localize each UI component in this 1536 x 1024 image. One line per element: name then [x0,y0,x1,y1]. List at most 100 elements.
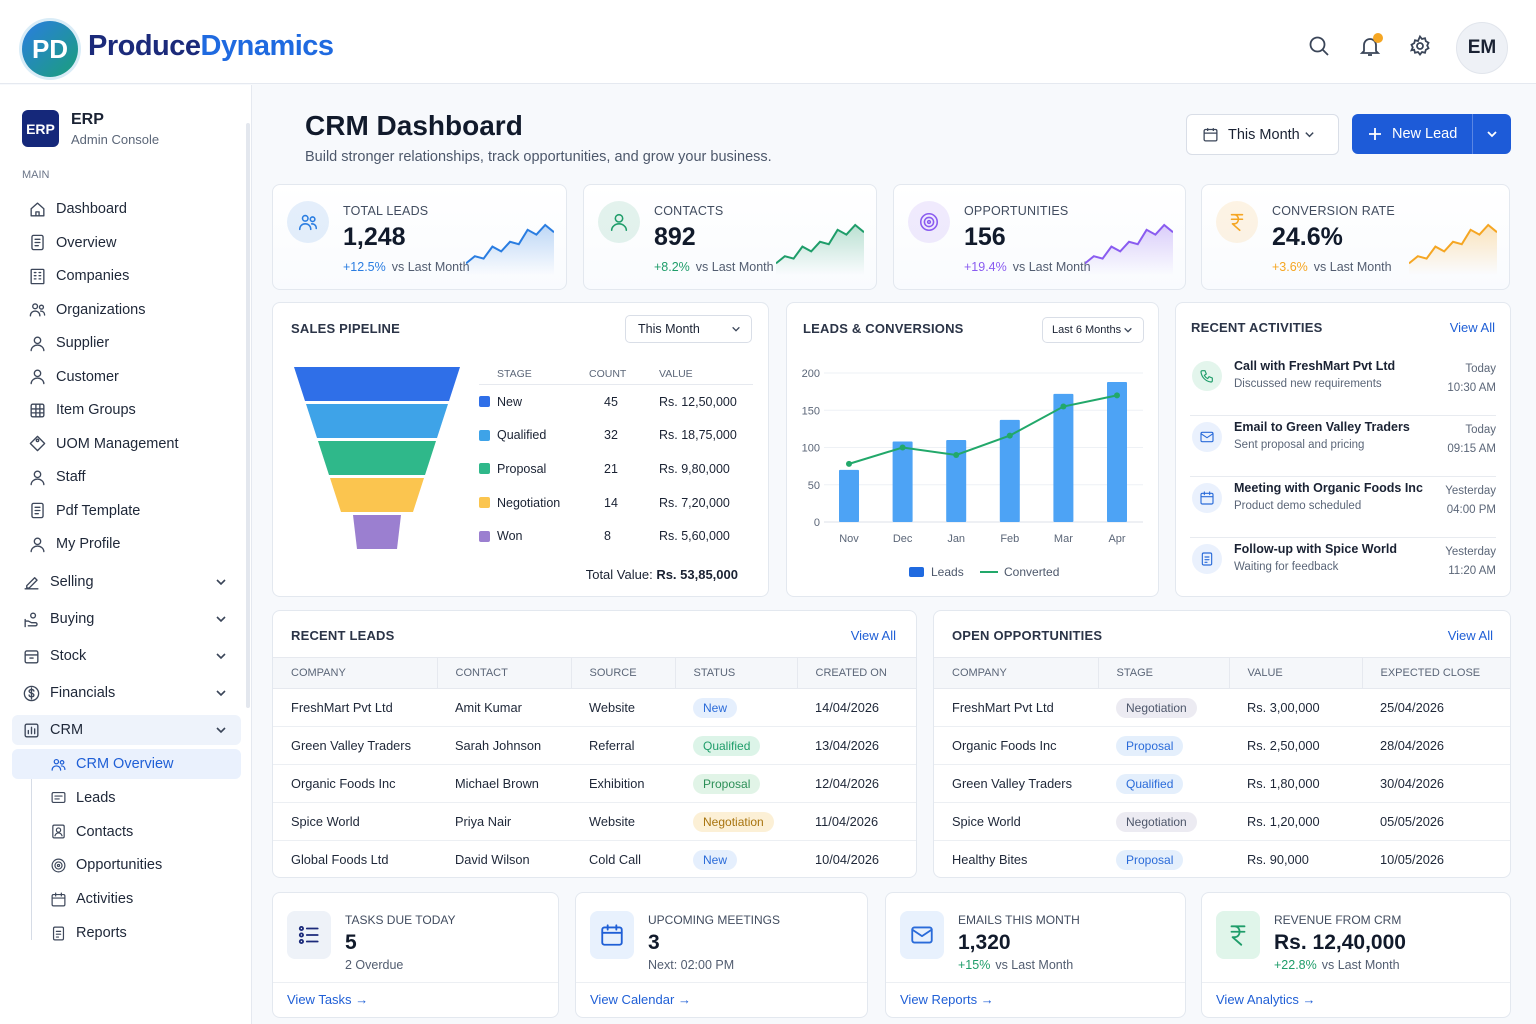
pipeline-row: Proposal 21 Rs. 9,80,000 [479,452,753,486]
sidebar-item-dashboard[interactable]: Dashboard [12,194,241,224]
table-row[interactable]: Organic Foods Inc Michael Brown Exhibition… [273,764,916,803]
summary-sub: Next: 02:00 PM [648,958,734,972]
sidebar-group-buying[interactable]: Buying [12,604,241,634]
cell-company: Green Valley Traders [934,764,1098,803]
point-converted-mar[interactable] [1060,403,1067,410]
point-converted-jan[interactable] [953,451,960,458]
summary-link-view-analytics[interactable]: View Analytics → [1216,992,1315,1007]
bar-leads-feb[interactable] [999,419,1020,522]
activity-item[interactable]: Follow-up with Spice World Waiting for fe… [1190,536,1496,596]
summary-change: +15% [958,958,991,972]
sidebar-item-label: Customer [56,368,119,385]
col-header-source[interactable]: SOURCE [570,657,675,689]
activities-view-all-link[interactable]: View All [1449,320,1495,335]
col-header-company[interactable]: COMPANY [934,657,1098,689]
sidebar-item-reports[interactable]: Reports [12,918,241,948]
user-avatar[interactable]: EM [1456,22,1508,74]
sidebar-item-item-groups[interactable]: Item Groups [12,395,241,425]
sidebar-item-activities[interactable]: Activities [12,884,241,914]
activity-subtitle: Product demo scheduled [1234,500,1362,512]
sidebar-scrollbar[interactable] [246,123,250,708]
summary-value: 3 [648,931,660,954]
summary-value: Rs. 12,40,000 [1274,931,1406,954]
bell-icon[interactable] [1358,34,1382,58]
summary-link-view-tasks[interactable]: View Tasks → [287,992,368,1007]
cell-value: Rs. 1,20,000 [1229,802,1362,841]
table-row[interactable]: FreshMart Pvt Ltd Amit Kumar Website New 14/… [273,688,916,727]
brand-part1: Produce [88,30,201,62]
point-converted-nov[interactable] [846,460,852,467]
activity-day: Today [1465,424,1496,436]
activity-item[interactable]: Meeting with Organic Foods Inc Product de… [1190,475,1496,535]
table-row[interactable]: Green Valley Traders Sarah Johnson Referra… [273,726,916,765]
table-row[interactable]: Organic Foods Inc Proposal Rs. 2,50,000 28/… [934,726,1510,765]
summary-link-view-calendar[interactable]: View Calendar → [590,992,691,1007]
sidebar-item-supplier[interactable]: Supplier [12,328,241,358]
sidebar-item-uom-management[interactable]: UOM Management [12,429,241,459]
col-header-value[interactable]: VALUE [1228,657,1362,689]
col-header-company[interactable]: COMPANY [273,657,437,689]
stage-name: Proposal [497,461,547,476]
new-lead-dropdown-chevron-icon[interactable] [1486,128,1498,140]
table-row[interactable]: Spice World Priya Nair Website Negotiation 1… [273,802,916,841]
user-icon [30,369,45,385]
col-header-expected-close[interactable]: EXPECTED CLOSE [1361,657,1510,689]
logo[interactable]: PD [22,21,78,77]
cell-source: Website [571,802,675,841]
activity-item[interactable]: Email to Green Valley Traders Sent propos… [1190,414,1496,474]
sidebar-item-overview[interactable]: Overview [12,228,241,258]
sidebar-item-organizations[interactable]: Organizations [12,295,241,325]
kpi-card-conversion-rate[interactable]: CONVERSION RATE 24.6% +3.6% vs Last Month [1201,184,1510,290]
sidebar-item-companies[interactable]: Companies [12,261,241,291]
table-row[interactable]: Global Foods Ltd David Wilson Cold Call New… [273,841,916,878]
sidebar-item-leads[interactable]: Leads [12,783,241,813]
sidebar-item-contacts[interactable]: Contacts [12,817,241,847]
search-icon[interactable] [1307,34,1331,58]
col-header-created-on[interactable]: CREATED ON [796,657,916,689]
sidebar-item-staff[interactable]: Staff [12,462,241,492]
summary-sub: +15% vs Last Month [958,958,1073,972]
sidebar-item-my-profile[interactable]: My Profile [12,529,241,559]
sidebar-group-financials[interactable]: Financials [12,678,241,708]
bar-leads-mar[interactable] [1053,393,1074,522]
sidebar-item-customer[interactable]: Customer [12,362,241,392]
bar-leads-nov[interactable] [839,469,859,522]
activity-item[interactable]: Call with FreshMart Pvt Ltd Discussed new… [1190,353,1496,413]
chart-period-select[interactable]: Last 6 Months [1042,317,1144,343]
new-lead-button[interactable]: New Lead [1352,114,1511,154]
open-opportunities-view-all-link[interactable]: View All [1447,628,1493,643]
table-row[interactable]: Spice World Negotiation Rs. 1,20,000 05/05/… [934,802,1510,841]
period-select[interactable]: This Month [1186,114,1339,155]
point-converted-feb[interactable] [1006,432,1013,439]
recent-leads-view-all-link[interactable]: View All [850,628,896,643]
brand-name: ProduceDynamics [88,30,334,63]
col-header-stage[interactable]: STAGE [1097,657,1229,689]
kpi-card-opportunities[interactable]: OPPORTUNITIES 156 +19.4% vs Last Month [893,184,1186,290]
sidebar-group-selling[interactable]: Selling [12,567,241,597]
kpi-card-contacts[interactable]: CONTACTS 892 +8.2% vs Last Month [583,184,877,290]
kpi-sparkline [1085,223,1173,275]
kpi-card-total-leads[interactable]: TOTAL LEADS 1,248 +12.5% vs Last Month [272,184,567,290]
cell-company: FreshMart Pvt Ltd [934,688,1098,727]
summary-link-view-reports[interactable]: View Reports → [900,992,994,1007]
sidebar-group-stock[interactable]: Stock [12,641,241,671]
bar-leads-dec[interactable] [892,441,913,522]
table-row[interactable]: Healthy Bites Proposal Rs. 90,000 10/05/202… [934,841,1510,878]
table-row[interactable]: Green Valley Traders Qualified Rs. 1,80,00… [934,764,1510,803]
sidebar-group-crm[interactable]: CRM [12,715,241,745]
sidebar-item-crm-overview[interactable]: CRM Overview [12,749,241,779]
col-header-contact[interactable]: CONTACT [436,657,571,689]
sidebar-item-pdf-template[interactable]: Pdf Template [12,496,241,526]
table-row[interactable]: FreshMart Pvt Ltd Negotiation Rs. 3,00,000… [934,688,1510,727]
bar-leads-jan[interactable] [946,440,967,522]
bar-leads-apr[interactable] [1107,381,1127,522]
status-badge: New [693,849,738,870]
activity-time: 10:30 AM [1447,382,1496,394]
sidebar-item-opportunities[interactable]: Opportunities [12,850,241,880]
gear-icon[interactable] [1408,34,1432,58]
legend-leads-label: Leads [931,565,964,579]
point-converted-dec[interactable] [899,444,906,451]
col-header-status[interactable]: STATUS [674,657,797,689]
point-converted-apr[interactable] [1114,392,1120,399]
pipeline-period-select[interactable]: This Month [625,315,752,343]
